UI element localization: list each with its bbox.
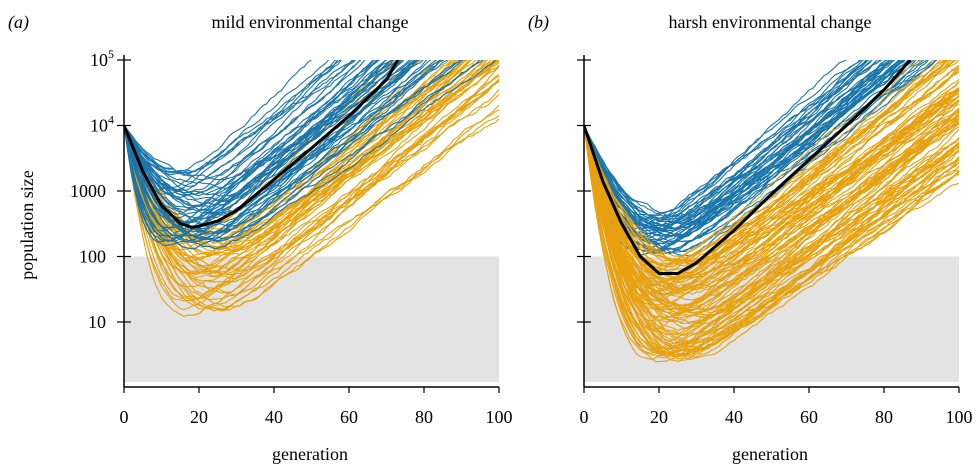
declining-trajectory-line [124,79,500,280]
declining-trajectory-line [584,60,945,274]
surviving-trajectory-line [124,60,405,225]
declining-trajectory-line [584,125,960,360]
trajectories [124,60,500,317]
x-tick-label: 20 [190,407,208,427]
surviving-trajectory-line [124,60,442,242]
x-tick-label: 60 [800,407,818,427]
surviving-trajectory-line [584,60,869,217]
surviving-trajectory-line [584,60,903,224]
declining-trajectory-line [584,125,960,344]
declining-trajectory-line [584,125,960,359]
declining-trajectory-line [584,93,960,302]
declining-trajectory-line [124,60,471,302]
declining-trajectory-line [584,115,960,351]
panel-b-title: harsh environmental change [669,12,872,32]
declining-trajectory-line [584,122,960,307]
surviving-trajectory-line [124,60,343,191]
surviving-trajectory-line [124,60,388,215]
declining-trajectory-line [584,78,960,284]
declining-trajectory-line [124,60,467,301]
surviving-trajectory-line [584,60,870,239]
surviving-trajectory-line [124,60,329,174]
panel-a-x-axis-label: generation [272,444,348,464]
panel-b-label: (b) [528,12,549,33]
declining-trajectory-line [124,78,500,301]
surviving-trajectory-line [124,60,393,190]
declining-trajectory-line [584,108,960,312]
declining-trajectory-line [124,60,485,248]
declining-trajectory-line [124,61,500,288]
surviving-trajectory-line [584,60,915,256]
y-tick-label: 105 [90,47,114,70]
surviving-trajectory-line [124,60,438,241]
surviving-trajectory-line [124,60,387,206]
surviving-trajectory-line [124,60,313,173]
declining-trajectory-line [584,109,960,351]
declining-trajectory-line [584,111,960,314]
x-tick-label: 80 [415,407,433,427]
surviving-trajectory-line [124,60,449,237]
declining-trajectory-line [124,74,500,299]
surviving-trajectory-line [584,60,938,257]
y-tick-label: 100 [79,247,106,267]
declining-trajectory-line [124,118,500,295]
mean-trajectory-line [124,60,400,229]
panel-a: (a) mild environmental change population… [8,12,513,464]
declining-trajectory-line [584,88,960,288]
declining-trajectory-line [124,115,500,311]
declining-trajectory-line [584,87,960,265]
x-tick-label: 80 [875,407,893,427]
surviving-trajectory-line [124,60,420,250]
y-tick-label: 104 [90,113,114,136]
surviving-trajectory-line [124,60,339,191]
declining-trajectory-line [584,60,923,269]
declining-trajectory-line [124,104,500,312]
x-tick-label: 20 [650,407,668,427]
surviving-trajectory-line [584,60,891,248]
mean-trajectory-line [584,60,912,275]
declining-trajectory-line [584,92,960,280]
trajectories [584,60,960,363]
declining-trajectory-line [124,60,495,259]
declining-trajectory-line [584,125,960,349]
declining-trajectory-line [124,109,500,308]
surviving-trajectory-line [124,60,354,199]
declining-trajectory-line [584,125,960,335]
declining-trajectory-line [584,125,960,332]
y-tick-label: 10 [88,312,106,332]
declining-trajectory-line [584,60,947,264]
x-tick-label: 100 [946,407,973,427]
panel-b-x-axis-label: generation [732,444,808,464]
surviving-trajectory-line [584,60,906,243]
declining-trajectory-line [584,60,960,295]
declining-trajectory-line [584,64,960,263]
x-tick-label: 40 [265,407,283,427]
x-tick-label: 0 [120,407,129,427]
x-tick-label: 100 [486,407,513,427]
declining-trajectory-line [584,125,960,353]
surviving-trajectory-line [584,60,891,235]
declining-trajectory-line [584,125,960,353]
extinction-risk-band [124,256,499,382]
surviving-trajectory-line [124,60,337,188]
declining-trajectory-line [584,95,960,287]
y-tick-label: 1000 [70,181,106,201]
x-tick-label: 40 [725,407,743,427]
declining-trajectory-line [584,125,960,317]
panel-b: (b) harsh environmental change generatio… [528,12,973,464]
panel-a-title: mild environmental change [212,12,409,32]
x-tick-label: 60 [340,407,358,427]
x-tick-label: 0 [580,407,589,427]
surviving-trajectory-line [584,60,929,250]
declining-trajectory-line [124,79,500,317]
panel-a-label: (a) [8,12,29,33]
declining-trajectory-line [584,107,960,295]
surviving-trajectory-line [124,60,378,211]
y-axis-label: population size [17,170,37,279]
surviving-trajectory-line [124,60,462,242]
declining-trajectory-line [584,125,960,357]
surviving-trajectory-line [584,60,896,234]
surviving-trajectory-line [584,60,888,221]
